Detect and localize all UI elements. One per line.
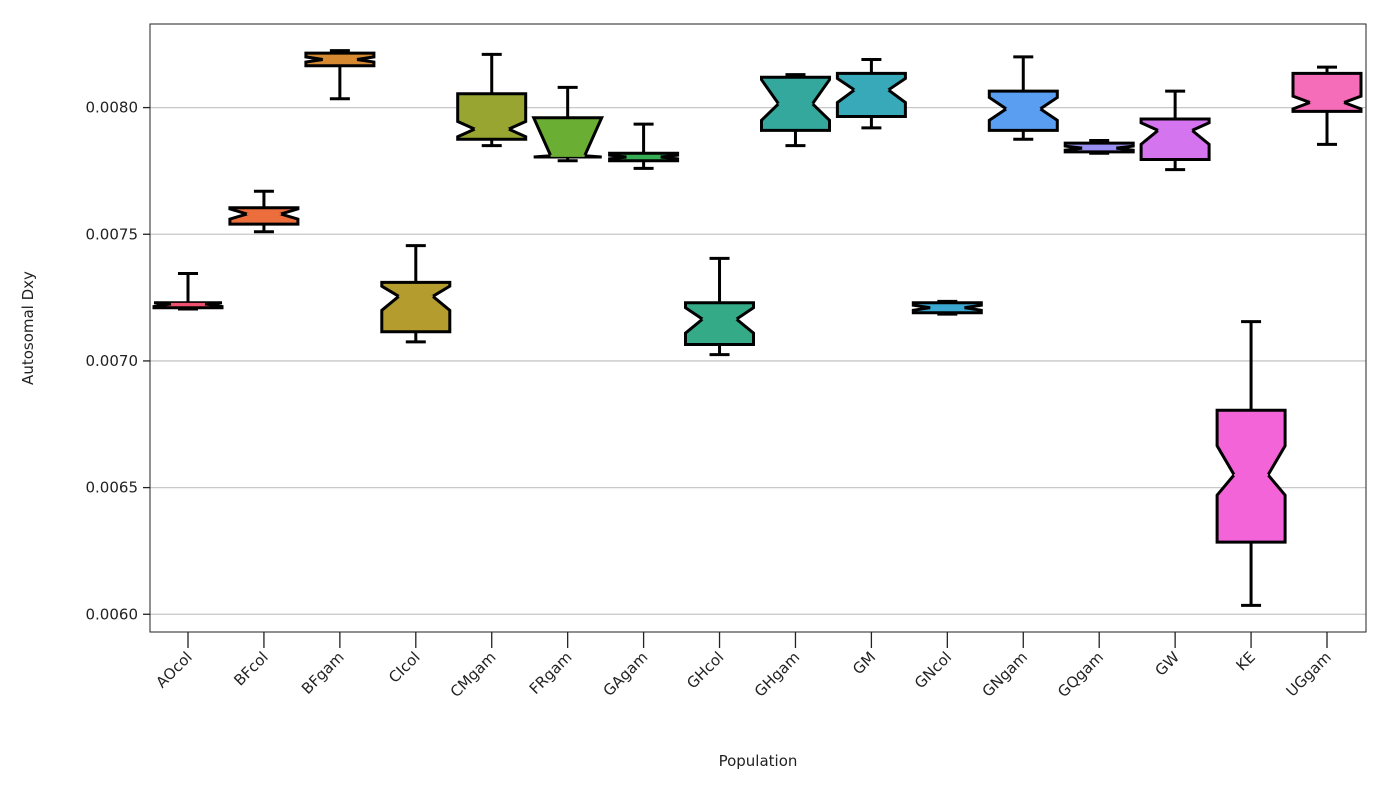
box-GNcol	[911, 299, 983, 316]
x-tick-label: GM	[849, 648, 879, 678]
grid-lines	[150, 106, 1366, 615]
box-body	[1291, 71, 1363, 113]
x-axis-label: Population	[719, 752, 798, 770]
x-tick-label: GHcol	[683, 648, 727, 692]
y-tick-label: 0.0070	[86, 352, 139, 370]
box-body	[1139, 117, 1211, 161]
box-body	[531, 116, 605, 159]
y-tick-label: 0.0060	[86, 605, 139, 623]
x-tick-label: GW	[1152, 648, 1184, 680]
boxes	[152, 49, 1363, 607]
x-tick-label: BFgam	[298, 648, 348, 698]
y-axis-label: Autosomal Dxy	[19, 271, 37, 385]
box-AOcol	[152, 272, 224, 311]
x-tick-label: KE	[1233, 648, 1259, 674]
x-tick-label: UGgam	[1283, 648, 1335, 700]
x-tick-label: CIcol	[385, 648, 424, 687]
box-body	[456, 92, 528, 141]
x-tick-label: FRgam	[526, 648, 576, 698]
box-GNgam	[987, 55, 1059, 141]
box-GAgam	[608, 122, 680, 170]
box-body	[1215, 408, 1287, 544]
box-UGgam	[1291, 65, 1363, 146]
box-KE	[1215, 320, 1287, 607]
box-GW	[1139, 89, 1211, 172]
y-tick-label: 0.0080	[86, 99, 139, 117]
x-tick-label: AOcol	[152, 648, 195, 691]
plot-area-frame	[149, 23, 1367, 633]
box-CIcol	[380, 244, 452, 344]
box-GM	[835, 57, 907, 130]
box-GHcol	[684, 256, 755, 357]
y-tick-label: 0.0065	[86, 479, 139, 497]
y-tick-label: 0.0075	[86, 225, 139, 243]
x-tick-label: BFcol	[230, 648, 271, 689]
box-body	[987, 89, 1059, 132]
x-tick-label: GNgam	[979, 648, 1031, 700]
x-tick-label: CMgam	[447, 648, 500, 701]
box-body	[228, 206, 300, 226]
box-GHgam	[760, 73, 831, 148]
x-tick-label: GAgam	[600, 648, 652, 700]
box-BFgam	[304, 49, 376, 101]
y-axis: 0.0060 0.0065 0.0070 0.0075 0.0080	[86, 99, 150, 623]
x-axis: AOcol BFcol BFgam CIcol CMgam FRgam GAgam GHcol…	[152, 632, 1335, 701]
box-CMgam	[456, 52, 528, 148]
x-tick-label: GHgam	[751, 648, 803, 700]
box-body	[835, 71, 907, 118]
box-FRgam	[531, 85, 605, 163]
x-tick-label: GNcol	[911, 648, 955, 692]
box-BFcol	[228, 189, 300, 234]
box-GQgam	[1063, 139, 1135, 155]
x-tick-label: GQgam	[1054, 648, 1107, 701]
box-body	[684, 301, 755, 346]
box-body	[380, 280, 452, 334]
